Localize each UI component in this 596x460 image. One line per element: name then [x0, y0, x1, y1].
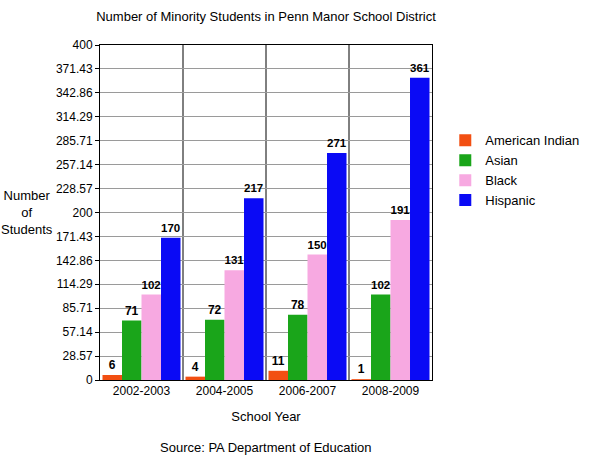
svg-text:NumberofStudents: NumberofStudents	[1, 188, 53, 237]
svg-text:228.57: 228.57	[56, 182, 93, 196]
svg-text:142.86: 142.86	[56, 254, 93, 268]
svg-text:0: 0	[86, 373, 93, 387]
svg-text:2004-2005: 2004-2005	[196, 384, 254, 398]
svg-text:2006-2007: 2006-2007	[279, 384, 337, 398]
svg-text:131: 131	[225, 254, 245, 266]
svg-text:6: 6	[109, 358, 116, 372]
svg-text:28.57: 28.57	[63, 349, 93, 363]
svg-text:285.71: 285.71	[56, 134, 93, 148]
svg-text:257.14: 257.14	[56, 158, 93, 172]
svg-text:Hispanic: Hispanic	[485, 193, 535, 208]
svg-text:Black: Black	[485, 173, 517, 188]
svg-text:72: 72	[208, 303, 222, 317]
svg-text:American Indian: American Indian	[485, 133, 579, 148]
svg-text:School Year: School Year	[231, 409, 301, 424]
svg-text:171.43: 171.43	[56, 230, 93, 244]
svg-text:314.29: 314.29	[56, 110, 93, 124]
svg-text:2002-2003: 2002-2003	[113, 384, 171, 398]
svg-text:361: 361	[410, 62, 430, 74]
svg-text:Asian: Asian	[485, 153, 518, 168]
svg-text:78: 78	[291, 298, 305, 312]
svg-text:1: 1	[358, 362, 365, 376]
svg-text:200: 200	[73, 206, 93, 220]
svg-text:57.14: 57.14	[63, 325, 93, 339]
svg-text:150: 150	[308, 239, 327, 251]
svg-text:4: 4	[192, 360, 199, 374]
svg-text:342.86: 342.86	[56, 86, 93, 100]
svg-text:2008-2009: 2008-2009	[362, 384, 420, 398]
svg-text:114.29: 114.29	[57, 277, 93, 291]
svg-text:191: 191	[391, 204, 411, 216]
svg-text:Number of Minority Students in: Number of Minority Students in Penn Mano…	[96, 9, 436, 24]
svg-text:102: 102	[371, 279, 390, 291]
svg-text:217: 217	[244, 182, 263, 194]
svg-text:371.43: 371.43	[56, 62, 93, 76]
svg-text:Source: PA Department of Educa: Source: PA Department of Education	[160, 440, 372, 455]
svg-text:102: 102	[142, 279, 161, 291]
svg-text:11: 11	[272, 354, 285, 368]
svg-text:71: 71	[125, 304, 139, 318]
svg-text:85.71: 85.71	[63, 301, 93, 315]
svg-text:170: 170	[161, 222, 180, 234]
svg-text:400: 400	[73, 38, 93, 52]
svg-text:271: 271	[327, 137, 347, 149]
